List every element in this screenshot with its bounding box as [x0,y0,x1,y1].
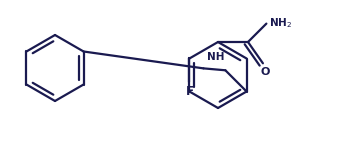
Text: F: F [185,85,193,99]
Text: O: O [260,67,270,77]
Text: NH: NH [207,52,224,62]
Text: NH$_2$: NH$_2$ [270,16,292,30]
